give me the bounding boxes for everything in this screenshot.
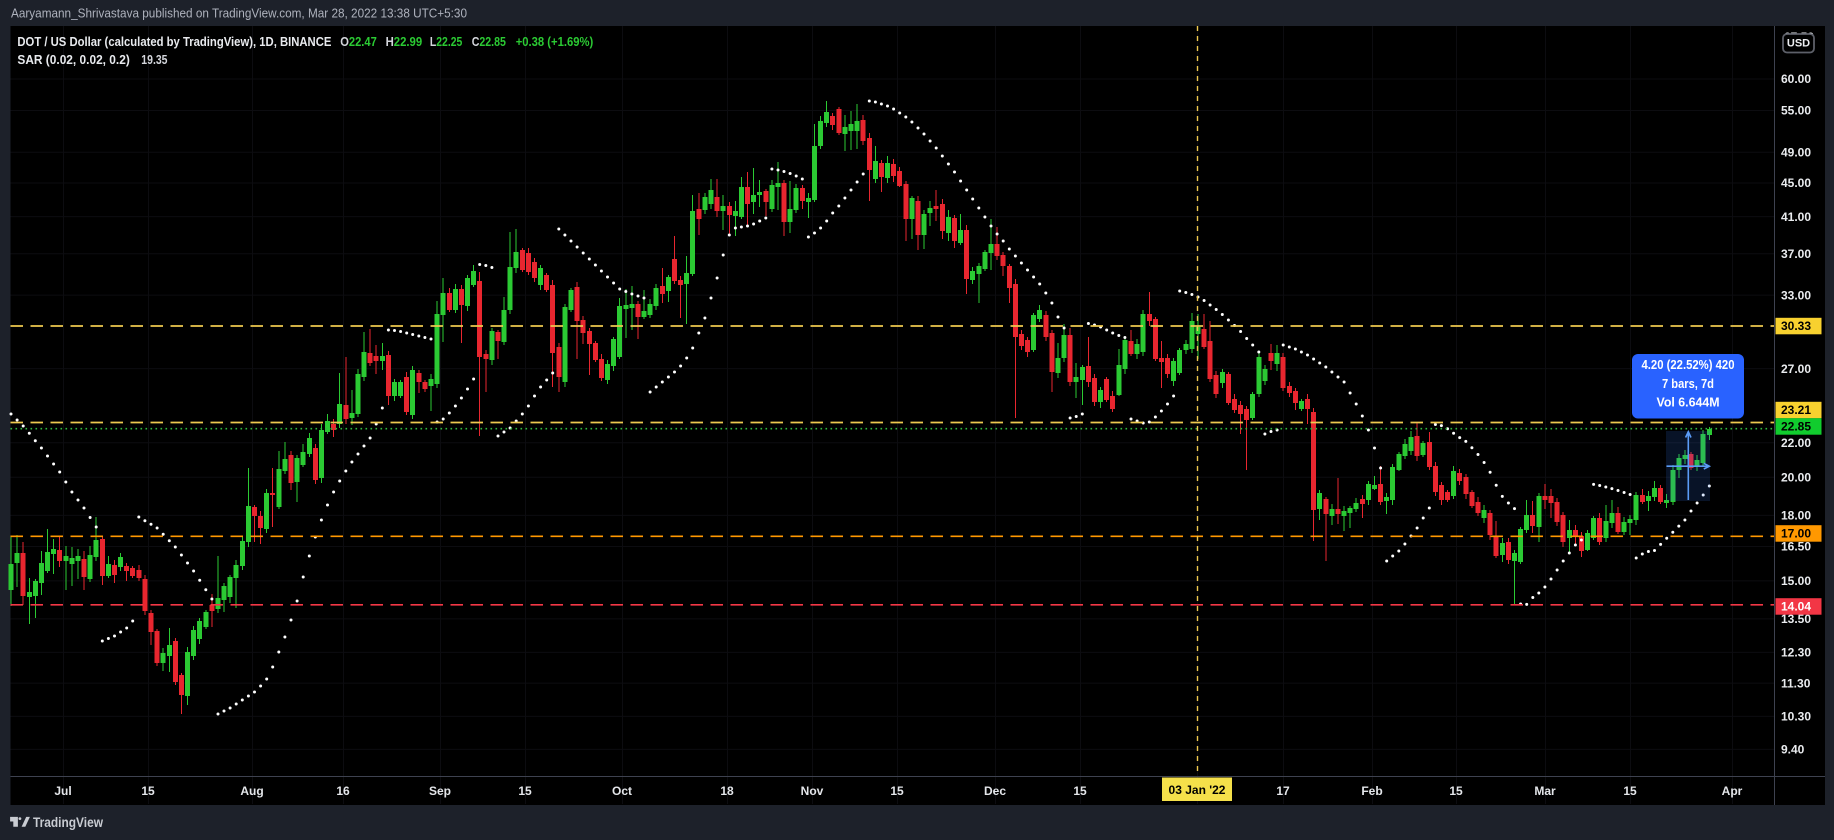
svg-text:9.40: 9.40 — [1781, 743, 1805, 757]
svg-text:15: 15 — [1449, 784, 1463, 798]
svg-text:33.00: 33.00 — [1781, 288, 1811, 302]
svg-text:17.00: 17.00 — [1781, 527, 1811, 541]
svg-text:16: 16 — [336, 784, 350, 798]
svg-text:Apr: Apr — [1722, 784, 1743, 798]
svg-text:Dec: Dec — [984, 784, 1006, 798]
svg-text:13.50: 13.50 — [1781, 612, 1811, 626]
svg-text:Oct: Oct — [612, 784, 632, 798]
svg-text:Aaryamann_Shrivastava publishe: Aaryamann_Shrivastava published on Tradi… — [11, 6, 467, 21]
svg-text:18.00: 18.00 — [1781, 509, 1811, 523]
svg-text:30.33: 30.33 — [1781, 319, 1811, 333]
svg-text:Aug: Aug — [240, 784, 263, 798]
svg-text:Jul: Jul — [54, 784, 71, 798]
svg-text:Nov: Nov — [801, 784, 824, 798]
svg-text:SAR (0.02, 0.02, 0.2): SAR (0.02, 0.02, 0.2) — [17, 52, 129, 67]
svg-text:TradingView: TradingView — [33, 815, 103, 830]
svg-text:22.85: 22.85 — [1781, 420, 1811, 434]
svg-text:Vol 6.644M: Vol 6.644M — [1657, 396, 1720, 410]
svg-text:45.00: 45.00 — [1781, 176, 1811, 190]
svg-text:16.50: 16.50 — [1781, 540, 1811, 554]
svg-text:USD: USD — [1787, 38, 1810, 50]
svg-text:4.20 (22.52%) 420: 4.20 (22.52%) 420 — [1642, 358, 1735, 372]
svg-text:22.00: 22.00 — [1781, 436, 1811, 450]
svg-text:+0.38 (+1.69%): +0.38 (+1.69%) — [516, 34, 594, 49]
svg-text:14.04: 14.04 — [1781, 600, 1811, 614]
svg-text:11.30: 11.30 — [1781, 676, 1811, 690]
svg-text:H22.99: H22.99 — [386, 34, 423, 49]
svg-text:Sep: Sep — [429, 784, 451, 798]
svg-text:15.00: 15.00 — [1781, 574, 1811, 588]
svg-text:15: 15 — [890, 784, 904, 798]
svg-text:O22.47: O22.47 — [340, 34, 377, 49]
svg-text:10.30: 10.30 — [1781, 710, 1811, 724]
svg-text:Feb: Feb — [1361, 784, 1382, 798]
svg-text:15: 15 — [141, 784, 155, 798]
svg-text:27.00: 27.00 — [1781, 362, 1811, 376]
svg-text:12.30: 12.30 — [1781, 646, 1811, 660]
svg-text:7 bars, 7d: 7 bars, 7d — [1662, 377, 1714, 391]
svg-text:19.35: 19.35 — [141, 52, 167, 67]
svg-text:Mar: Mar — [1534, 784, 1556, 798]
svg-text:20.00: 20.00 — [1781, 470, 1811, 484]
svg-text:C22.85: C22.85 — [472, 34, 506, 49]
svg-text:41.00: 41.00 — [1781, 210, 1811, 224]
svg-text:03 Jan '22: 03 Jan '22 — [1169, 783, 1226, 797]
svg-text:49.00: 49.00 — [1781, 146, 1811, 160]
svg-text:55.00: 55.00 — [1781, 104, 1811, 118]
svg-text:15: 15 — [1073, 784, 1087, 798]
svg-text:DOT / US Dollar (calculated by: DOT / US Dollar (calculated by TradingVi… — [17, 34, 331, 49]
svg-text:60.00: 60.00 — [1781, 72, 1811, 86]
svg-text:18: 18 — [720, 784, 734, 798]
svg-text:37.00: 37.00 — [1781, 247, 1811, 261]
svg-text:L22.25: L22.25 — [430, 34, 462, 49]
svg-text:23.21: 23.21 — [1781, 403, 1811, 417]
svg-text:17: 17 — [1276, 784, 1290, 798]
svg-text:15: 15 — [518, 784, 532, 798]
svg-text:15: 15 — [1623, 784, 1637, 798]
